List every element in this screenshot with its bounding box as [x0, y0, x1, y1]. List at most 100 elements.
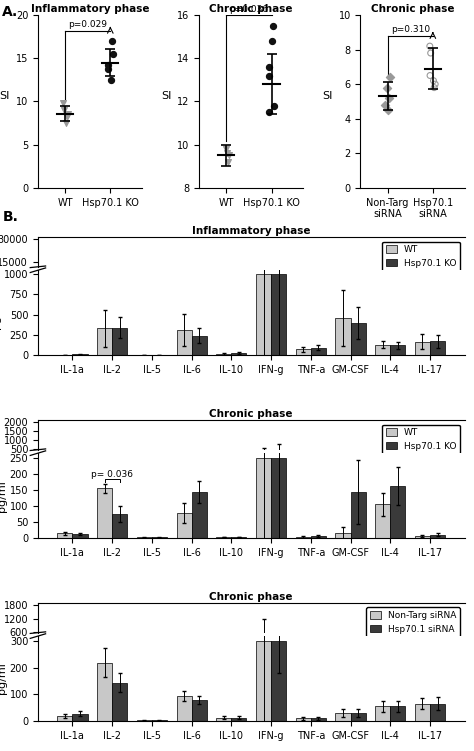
Bar	[176, 457, 191, 459]
Bar	[271, 641, 286, 721]
Bar	[271, 454, 286, 459]
Bar	[97, 488, 112, 538]
Bar	[231, 353, 246, 355]
Bar	[311, 718, 326, 721]
Point	[223, 147, 231, 159]
Bar	[390, 644, 405, 646]
Point	[426, 40, 434, 52]
Y-axis label: SI: SI	[322, 92, 333, 101]
Text: p=0.036: p=0.036	[229, 5, 268, 14]
Bar	[256, 284, 271, 285]
Bar	[311, 536, 326, 538]
Point	[268, 35, 276, 47]
Point	[104, 62, 111, 74]
Point	[384, 104, 392, 116]
Point	[108, 35, 115, 47]
Bar	[176, 330, 191, 355]
Text: p=0.029: p=0.029	[68, 20, 107, 29]
Bar	[256, 458, 271, 538]
Bar	[351, 323, 365, 355]
Bar	[415, 342, 430, 355]
Bar	[271, 639, 286, 646]
Bar	[73, 534, 88, 538]
Bar	[256, 454, 271, 459]
Bar	[430, 535, 445, 538]
Bar	[112, 514, 127, 538]
Title: Inflammatory phase: Inflammatory phase	[31, 5, 149, 14]
Bar	[430, 644, 445, 646]
Bar	[311, 348, 326, 355]
Bar	[57, 716, 73, 721]
Bar	[336, 533, 351, 538]
Y-axis label: pg/ml: pg/ml	[0, 297, 1, 329]
Bar	[415, 704, 430, 721]
Bar	[256, 639, 271, 646]
Point	[387, 71, 394, 83]
Point	[104, 59, 112, 71]
Bar	[176, 644, 191, 646]
Bar	[351, 713, 365, 721]
Bar	[271, 458, 286, 538]
Bar	[191, 336, 207, 355]
Point	[269, 20, 277, 32]
Text: A.: A.	[2, 5, 18, 20]
Point	[426, 70, 434, 82]
Bar	[137, 720, 152, 721]
Point	[226, 149, 233, 161]
Title: Chronic phase: Chronic phase	[210, 409, 293, 419]
Bar	[375, 505, 390, 538]
Bar	[390, 345, 405, 355]
Bar	[375, 345, 390, 355]
Point	[431, 78, 439, 90]
Bar	[97, 662, 112, 721]
Bar	[216, 718, 231, 721]
Point	[59, 97, 67, 109]
Bar	[351, 456, 365, 459]
Point	[222, 143, 229, 155]
Bar	[73, 713, 88, 721]
Bar	[256, 641, 271, 721]
Title: Chronic phase: Chronic phase	[210, 593, 293, 602]
Legend: WT, Hsp70.1 KO: WT, Hsp70.1 KO	[382, 424, 460, 454]
Point	[265, 61, 273, 73]
Point	[265, 70, 273, 82]
Point	[430, 74, 438, 86]
Point	[427, 47, 435, 59]
Point	[265, 106, 273, 118]
Text: p=0.310: p=0.310	[391, 25, 430, 34]
Bar	[216, 354, 231, 355]
Bar	[152, 720, 167, 721]
Bar	[191, 700, 207, 721]
Bar	[336, 318, 351, 355]
Bar	[415, 644, 430, 646]
Point	[107, 74, 115, 86]
Bar	[97, 456, 112, 459]
Bar	[191, 456, 207, 459]
Bar	[112, 457, 127, 459]
Bar	[176, 513, 191, 538]
Bar	[296, 537, 311, 538]
Bar	[97, 641, 112, 646]
Point	[64, 108, 72, 120]
Legend: Non-Targ siRNA, Hsp70.1 siRNA: Non-Targ siRNA, Hsp70.1 siRNA	[366, 608, 460, 637]
Bar	[430, 342, 445, 355]
Bar	[97, 328, 112, 355]
Point	[383, 82, 391, 94]
Bar	[57, 533, 73, 538]
Legend: WT, Hsp70.1 KO: WT, Hsp70.1 KO	[382, 242, 460, 271]
Bar	[112, 642, 127, 646]
Point	[270, 100, 278, 112]
Bar	[191, 644, 207, 646]
Bar	[271, 284, 286, 285]
Bar	[430, 704, 445, 721]
Y-axis label: SI: SI	[161, 92, 171, 101]
Point	[430, 82, 438, 94]
Y-axis label: pg/ml: pg/ml	[0, 480, 7, 511]
Point	[62, 117, 70, 129]
Bar	[176, 695, 191, 721]
Bar	[351, 492, 365, 538]
Bar	[415, 536, 430, 538]
Bar	[216, 537, 231, 538]
Bar	[375, 644, 390, 646]
Bar	[231, 537, 246, 538]
